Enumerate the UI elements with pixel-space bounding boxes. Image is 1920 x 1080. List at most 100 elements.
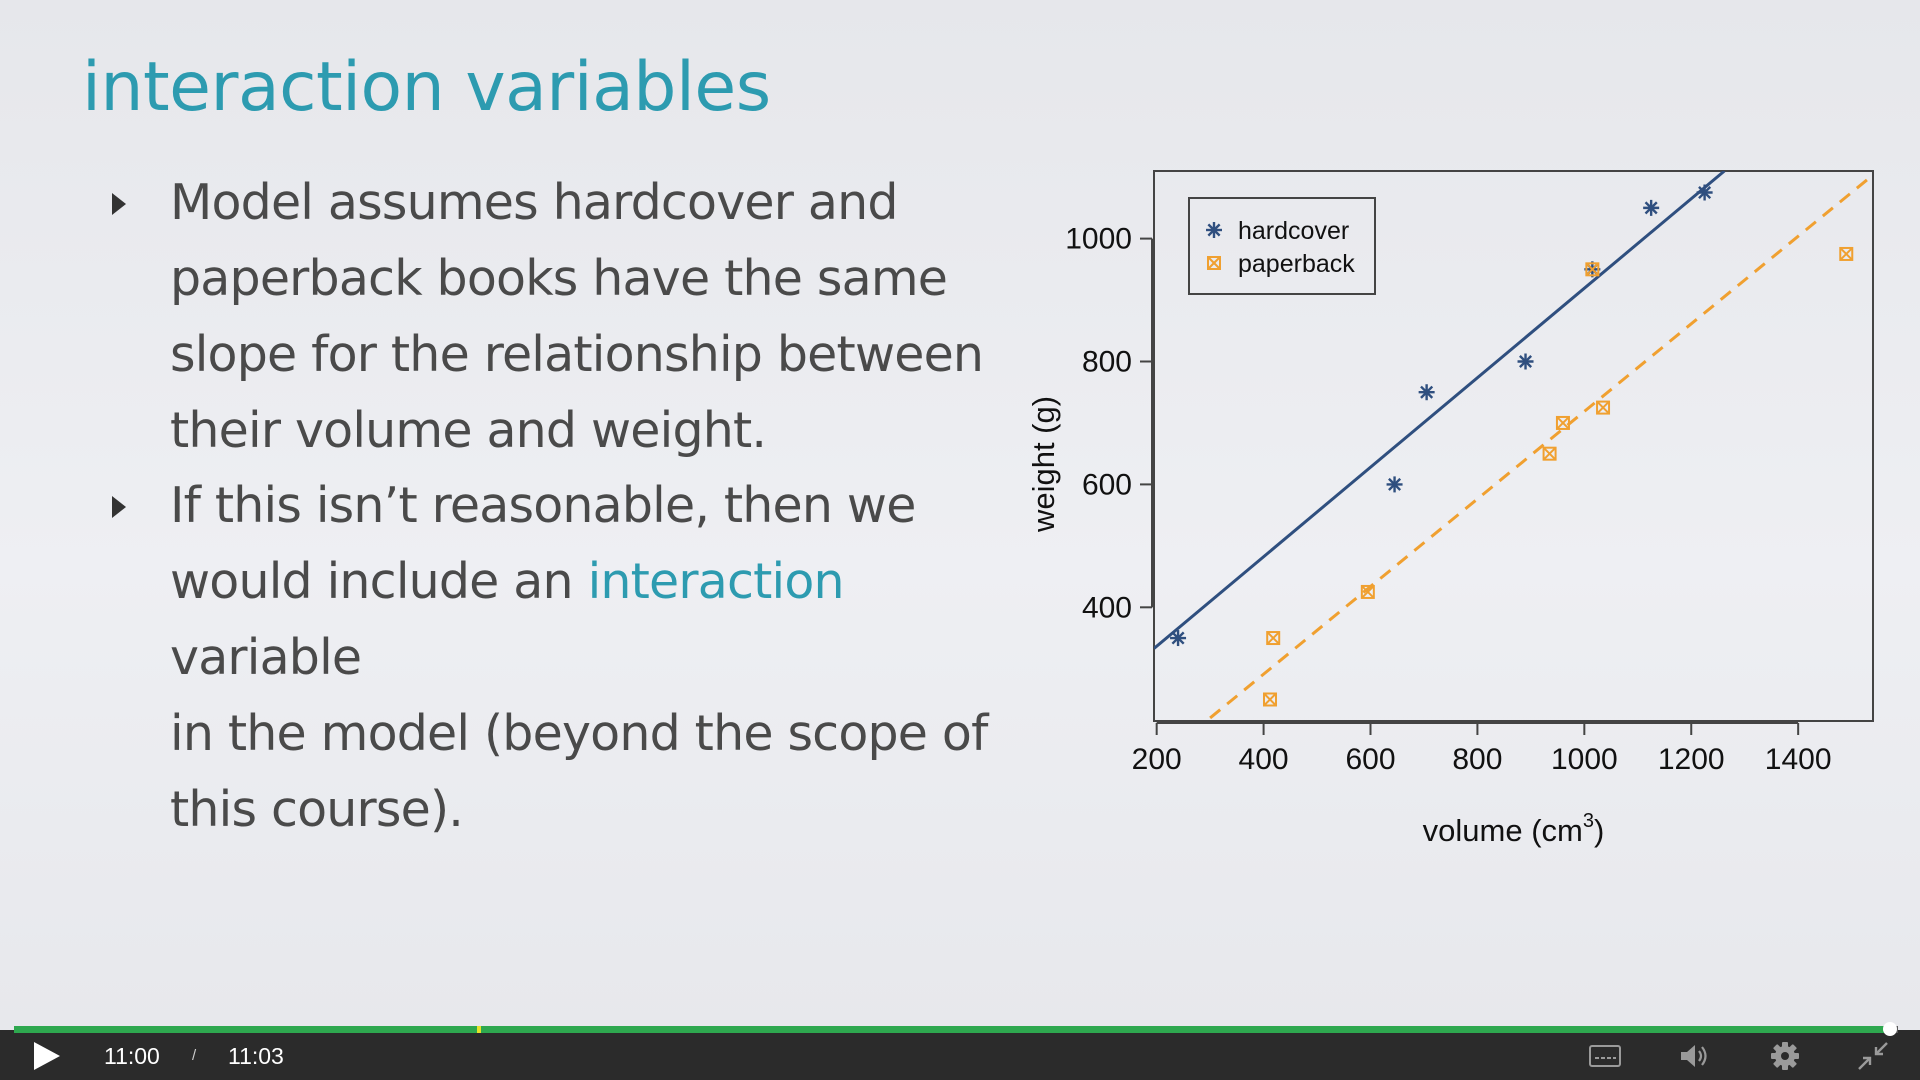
plot-frame — [1153, 170, 1874, 722]
paperback-point — [1585, 262, 1600, 277]
asterisk-stroke — [1420, 385, 1434, 399]
highlighted-term: interaction — [587, 553, 845, 610]
bullet-text-segment: would include an — [170, 553, 588, 610]
x-tick-label: 1000 — [1551, 743, 1618, 776]
x-tick-label: 800 — [1452, 743, 1502, 776]
box-stroke — [1585, 262, 1600, 277]
bullet-text-segment: in the model (beyond the scope of — [170, 705, 988, 762]
bullet-text-2: If this isn’t reasonable, then we would i… — [170, 468, 1000, 848]
box-stroke — [1263, 692, 1278, 707]
cross-stroke — [1556, 416, 1570, 430]
bullet-text-segment: paperback books have the same — [170, 250, 948, 307]
progress-played — [14, 1026, 1890, 1033]
paperback-point — [1360, 584, 1375, 599]
x-tick-label: 400 — [1239, 743, 1289, 776]
box-stroke — [1542, 446, 1557, 461]
hardcover-point — [1643, 199, 1660, 216]
paperback-point — [1542, 446, 1557, 461]
chart-legend: hardcover paperback — [1188, 197, 1376, 295]
legend-paperback-marker — [1207, 256, 1221, 270]
y-tick-label: 400 — [1082, 591, 1132, 624]
progress-bar[interactable] — [14, 1022, 1898, 1036]
paperback-point — [1555, 415, 1570, 430]
time-separator: / — [192, 1047, 197, 1064]
box-stroke — [1555, 415, 1570, 430]
bullet-2-line: would include an interaction variable — [170, 544, 1000, 696]
captions-icon[interactable] — [1588, 1040, 1622, 1072]
bullet-2-line: in the model (beyond the scope of — [170, 696, 1000, 772]
y-tick-label: 600 — [1082, 468, 1132, 501]
hardcover-point — [1696, 184, 1713, 201]
bullet-2-line: this course). — [170, 772, 1000, 848]
x-axis-label-text: volume (cm — [1423, 813, 1583, 848]
scatter-chart: 200 400 600 800 1000 1200 1400 400 600 800 1000 vol… — [1026, 170, 1874, 848]
asterisk-stroke — [1388, 477, 1402, 491]
box-stroke — [1360, 584, 1375, 599]
cross-stroke — [1585, 262, 1600, 277]
hardcover-fit-line — [1154, 171, 1726, 650]
y-axis-label: weight (g) — [1026, 396, 1061, 533]
bullet-1-line: paperback books have the same — [170, 241, 1000, 317]
legend-paperback-label: paperback — [1238, 250, 1355, 278]
gear-icon[interactable] — [1768, 1040, 1802, 1072]
slide-title: interaction variables — [82, 48, 771, 127]
progress-handle[interactable] — [1882, 1022, 1897, 1036]
bullet-2-line: If this isn’t reasonable, then we — [170, 468, 1000, 544]
bullet-text-segment: Model assumes hardcover and — [170, 174, 898, 231]
x-tick-label: 1400 — [1765, 743, 1832, 776]
paperback-point — [1266, 631, 1281, 646]
current-time: 11:00 — [104, 1043, 160, 1069]
slide: interaction variables Model assumes hard… — [0, 0, 1920, 1030]
play-icon[interactable] — [30, 1040, 62, 1072]
asterisk-stroke — [1171, 631, 1185, 645]
legend-hardcover-marker — [1206, 222, 1222, 238]
paperback-point — [1596, 400, 1611, 415]
y-tick-label: 800 — [1082, 346, 1132, 379]
bullet-text-segment: slope for the relationship between — [170, 326, 984, 383]
asterisk-stroke — [1644, 201, 1658, 215]
hardcover-point — [1418, 384, 1435, 401]
x-tick-label: 600 — [1345, 743, 1395, 776]
asterisk-stroke — [1698, 186, 1712, 200]
x-axis-label-superscript: 3 — [1583, 810, 1594, 832]
bullet-text-segment: variable — [170, 629, 362, 686]
hardcover-point — [1517, 353, 1534, 370]
cross-stroke — [1361, 585, 1375, 599]
hardcover-point — [1386, 476, 1403, 493]
bullet-text-segment: this course). — [170, 781, 464, 838]
bullet-text-1: Model assumes hardcover and paperback boo… — [170, 165, 1000, 469]
paperback-fit-line — [1209, 175, 1872, 720]
hardcover-point — [1170, 630, 1187, 647]
bullet-text-segment: their volume and weight. — [170, 402, 767, 459]
x-axis-label: volume (cm3) — [1423, 810, 1605, 848]
x-tick-label: 1200 — [1658, 743, 1725, 776]
paperback-point — [1263, 692, 1278, 707]
cross-stroke — [1207, 256, 1221, 270]
y-tick-label: 1000 — [1065, 223, 1132, 256]
cross-stroke — [1263, 692, 1277, 707]
x-tick-label: 200 — [1132, 743, 1182, 776]
video-control-bar — [0, 1030, 1920, 1080]
box-stroke — [1207, 256, 1221, 270]
bullet-1-line: Model assumes hardcover and — [170, 165, 1000, 241]
x-axis-label-suffix: ) — [1594, 813, 1604, 848]
legend-frame — [1188, 197, 1376, 295]
progress-chapter-marker — [477, 1026, 482, 1033]
box-stroke — [1839, 246, 1854, 261]
box-stroke — [1266, 631, 1281, 646]
bullet-1-line: their volume and weight. — [170, 393, 1000, 469]
box-stroke — [1596, 400, 1611, 415]
cross-stroke — [1839, 247, 1853, 261]
bullet-1-line: slope for the relationship between — [170, 317, 1000, 393]
bullet-marker-2 — [112, 496, 126, 518]
legend-hardcover-label: hardcover — [1238, 217, 1349, 245]
total-time: 11:03 — [228, 1043, 284, 1069]
asterisk-stroke — [1207, 223, 1221, 237]
cross-stroke — [1542, 446, 1557, 461]
bullet-text-segment: If this isn’t reasonable, then we — [170, 477, 916, 534]
exit-fullscreen-icon[interactable] — [1856, 1040, 1890, 1072]
volume-icon[interactable] — [1678, 1040, 1712, 1072]
paperback-point — [1839, 246, 1854, 261]
cross-stroke — [1596, 400, 1610, 415]
asterisk-stroke — [1519, 354, 1533, 369]
